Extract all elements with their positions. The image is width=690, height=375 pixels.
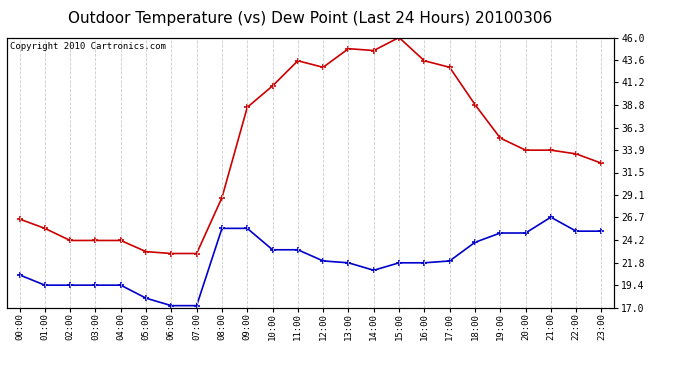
Text: Copyright 2010 Cartronics.com: Copyright 2010 Cartronics.com: [10, 42, 166, 51]
Text: Outdoor Temperature (vs) Dew Point (Last 24 Hours) 20100306: Outdoor Temperature (vs) Dew Point (Last…: [68, 11, 553, 26]
